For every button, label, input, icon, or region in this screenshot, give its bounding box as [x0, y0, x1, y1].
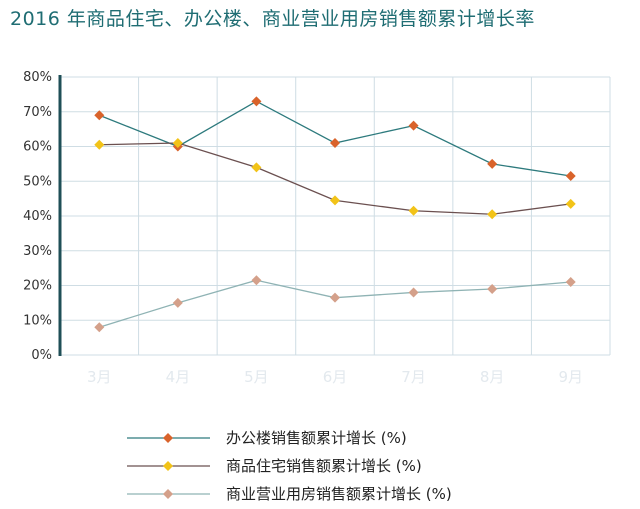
y-tick-label: 30%: [23, 244, 52, 259]
legend-label: 办公楼销售额累计增长 (%): [226, 429, 407, 447]
y-tick-label: 10%: [23, 313, 52, 328]
y-tick-label: 80%: [23, 70, 52, 85]
data-point: [94, 322, 105, 333]
x-tick-label: 6月: [323, 368, 348, 386]
x-tick-label: 3月: [87, 368, 112, 386]
legend-marker: [163, 461, 173, 471]
x-tick-label: 9月: [558, 368, 583, 386]
data-point: [408, 205, 419, 216]
data-point: [487, 283, 498, 294]
data-point: [565, 277, 576, 288]
chart-title: 2016 年商品住宅、办公楼、商业营业用房销售额累计增长率: [10, 8, 535, 30]
data-point: [94, 139, 105, 150]
data-point: [487, 158, 498, 169]
x-tick-labels: 3月 4月 5月 6月 7月 8月 9月: [87, 368, 583, 386]
legend-label: 商品住宅销售额累计增长 (%): [226, 457, 422, 475]
y-tick-label: 40%: [23, 209, 52, 224]
data-point: [94, 110, 105, 121]
data-point: [251, 162, 262, 173]
series-group: [94, 96, 576, 333]
data-point: [172, 297, 183, 308]
legend-item: 办公楼销售额累计增长 (%): [127, 429, 407, 447]
legend-item: 商品住宅销售额累计增长 (%): [127, 457, 422, 475]
x-tick-label: 5月: [244, 368, 269, 386]
data-point: [565, 198, 576, 209]
x-tick-label: 4月: [166, 368, 191, 386]
data-point: [330, 292, 340, 303]
data-point: [408, 287, 419, 298]
legend-label: 商业营业用房销售额累计增长 (%): [226, 485, 452, 503]
x-tick-label: 8月: [480, 368, 505, 386]
data-point: [487, 209, 498, 220]
y-tick-labels: 0% 10% 20% 30% 40% 50% 60% 70% 80%: [23, 70, 52, 363]
y-tick-label: 0%: [31, 348, 52, 363]
y-tick-label: 20%: [23, 279, 52, 294]
legend: 办公楼销售额累计增长 (%) 商品住宅销售额累计增长 (%) 商业营业用房销售额累计…: [127, 429, 452, 503]
y-tick-label: 70%: [23, 105, 52, 120]
data-point: [172, 138, 183, 149]
data-point: [251, 96, 262, 107]
data-point: [565, 171, 576, 182]
legend-item: 商业营业用房销售额累计增长 (%): [127, 485, 452, 503]
legend-marker: [163, 433, 173, 443]
x-tick-label: 7月: [401, 368, 426, 386]
legend-marker: [163, 489, 173, 499]
y-tick-label: 50%: [23, 174, 52, 189]
data-point: [408, 120, 419, 131]
data-point: [251, 275, 262, 286]
data-point: [330, 195, 340, 206]
y-tick-label: 60%: [23, 140, 52, 155]
data-point: [330, 138, 340, 149]
